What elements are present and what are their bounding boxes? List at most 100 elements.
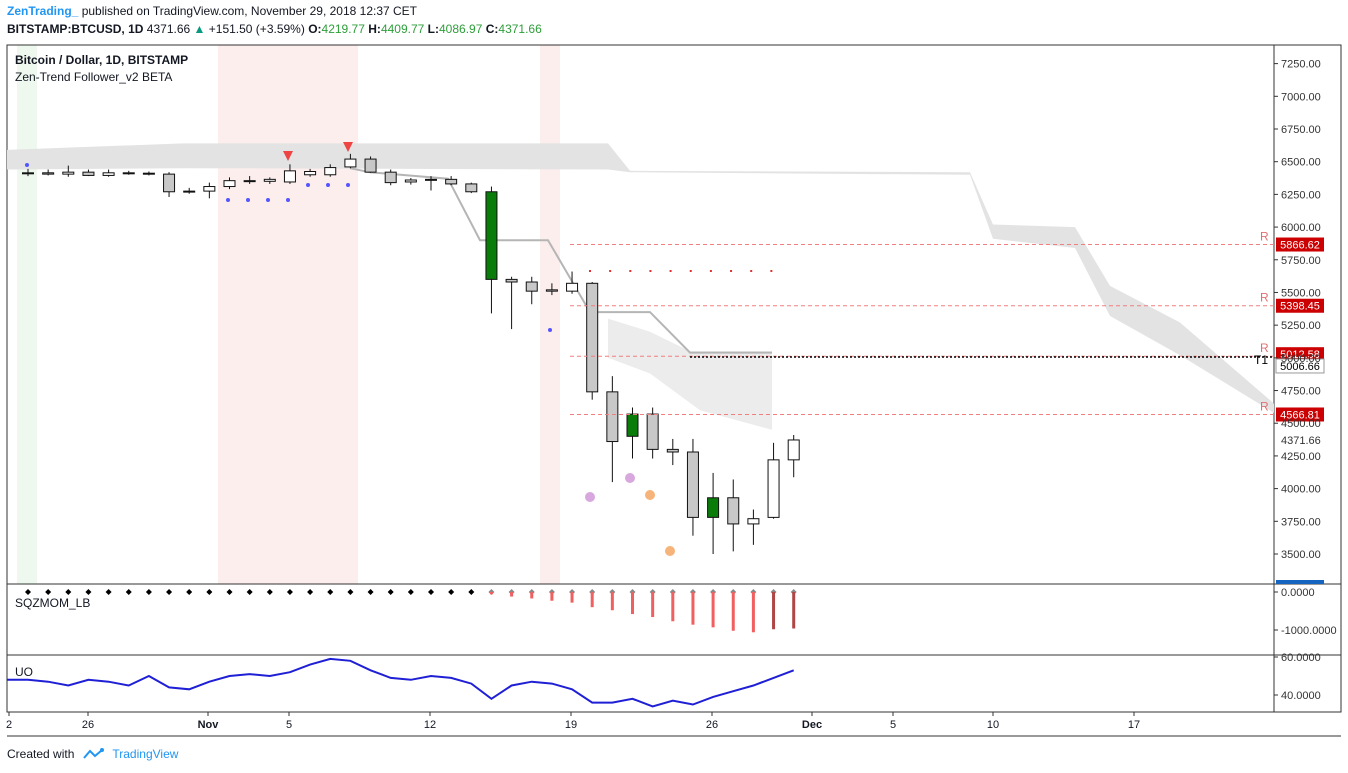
momentum-bar xyxy=(590,592,594,608)
candle xyxy=(606,376,619,483)
candle-body xyxy=(545,289,558,292)
momentum-bar xyxy=(570,592,574,603)
squeeze-dot xyxy=(186,589,193,595)
momentum-bar xyxy=(631,592,634,615)
momentum-bar xyxy=(510,592,514,597)
candle-body xyxy=(203,186,216,192)
footer: Created with TradingView xyxy=(7,747,178,761)
candle-body xyxy=(42,172,55,175)
ichimoku-cloud xyxy=(7,143,1274,413)
ichimoku-cloud xyxy=(608,318,772,430)
y-tick-label: 6000.00 xyxy=(1281,222,1321,234)
price-level: 4371.66 xyxy=(1281,435,1321,447)
high-value: 4409.77 xyxy=(380,22,425,36)
close-value: 4371.66 xyxy=(498,22,542,36)
candle xyxy=(727,479,740,552)
signal-circle xyxy=(665,546,675,556)
candle xyxy=(404,178,417,185)
candle xyxy=(545,283,558,296)
price-label-text: 4371.66 xyxy=(1281,435,1321,447)
candle xyxy=(223,177,236,190)
momentum-bar xyxy=(610,592,614,611)
tradingview-logo-icon xyxy=(83,748,105,759)
squeeze-dot xyxy=(45,589,52,595)
candle-body xyxy=(566,282,579,292)
up-arrow-icon: ▲ xyxy=(193,22,206,36)
y-tick-label: 3750.00 xyxy=(1281,516,1321,528)
candle-body xyxy=(22,172,34,175)
candle-body xyxy=(324,167,337,176)
candle xyxy=(767,442,780,519)
level-tag: R xyxy=(1260,291,1269,305)
low-label: L: xyxy=(427,22,439,36)
candle-body xyxy=(223,180,236,188)
candle-body xyxy=(485,191,498,280)
squeeze-dot xyxy=(347,589,354,595)
squeeze-dot xyxy=(25,589,31,595)
x-tick-label: Dec xyxy=(802,719,822,731)
candle xyxy=(304,168,317,177)
blue-dot-marker xyxy=(246,198,250,202)
squeeze-dot xyxy=(125,589,132,595)
squeeze-dot xyxy=(387,589,394,595)
candle-body xyxy=(62,171,75,175)
candle-body xyxy=(586,282,599,393)
tradingview-brand[interactable]: TradingView xyxy=(112,747,179,761)
created-with-text: Created with xyxy=(7,747,75,761)
red-dot-marker xyxy=(609,270,612,272)
price-level: 5012.58 R xyxy=(570,341,1324,362)
squeeze-dot xyxy=(367,589,374,595)
candle-body xyxy=(747,518,760,525)
squeeze-dot xyxy=(226,589,233,595)
red-dot-marker xyxy=(770,270,773,272)
close-label: C: xyxy=(485,22,499,36)
signal-circle xyxy=(585,492,595,502)
indicator-name[interactable]: Zen-Trend Follower_v2 BETA xyxy=(15,70,173,84)
red-dot-marker xyxy=(730,270,733,272)
squeeze-dot xyxy=(468,589,475,595)
price-label-text: 4566.81 xyxy=(1280,409,1320,421)
candle-body xyxy=(505,278,518,283)
candle xyxy=(183,187,196,194)
y-tick-label: 4250.00 xyxy=(1281,451,1321,463)
candle xyxy=(445,176,458,186)
highlight-band-red xyxy=(218,45,358,584)
candle-body xyxy=(686,451,699,518)
candle xyxy=(465,182,478,194)
candle-body xyxy=(183,190,196,193)
blue-dot-marker xyxy=(326,183,330,187)
squeeze-dot xyxy=(206,589,213,595)
price-label-box xyxy=(1276,237,1324,252)
x-tick-label: 5 xyxy=(890,719,896,731)
candle xyxy=(82,169,95,177)
squeeze-dot xyxy=(246,589,253,595)
sqzmom-pane-label[interactable]: SQZMOM_LB xyxy=(15,596,91,610)
trend-follower-line xyxy=(349,167,772,354)
momentum-bar xyxy=(489,592,493,595)
candle-body xyxy=(122,172,135,175)
sell-signal-icon xyxy=(283,151,293,161)
publisher-name[interactable]: ZenTrading_ xyxy=(7,4,79,18)
y-tick-label: 5500.00 xyxy=(1281,287,1321,299)
candle-body xyxy=(243,180,256,183)
x-tick-label: 19 xyxy=(565,719,577,731)
candle-body xyxy=(727,497,740,525)
candle xyxy=(324,164,337,177)
y-tick-label: 7000.00 xyxy=(1281,91,1321,103)
sell-signal-icon xyxy=(343,142,353,152)
price-change: +151.50 (+3.59%) xyxy=(208,22,305,36)
candle xyxy=(163,172,176,197)
y-tick-label: 0.0000 xyxy=(1281,587,1315,599)
candle xyxy=(425,176,437,191)
price-level: 5006.66 T1 xyxy=(690,353,1325,374)
price-label-text: 5398.45 xyxy=(1280,301,1320,313)
uo-pane-label[interactable]: UO xyxy=(15,665,33,679)
open-label: O: xyxy=(308,22,322,36)
y-tick-label: -1000.0000 xyxy=(1281,625,1337,637)
candle xyxy=(485,186,498,314)
candle-body xyxy=(425,178,437,181)
candle xyxy=(505,276,518,330)
y-tick-label: 7250.00 xyxy=(1281,59,1321,71)
candle-body xyxy=(102,172,115,176)
